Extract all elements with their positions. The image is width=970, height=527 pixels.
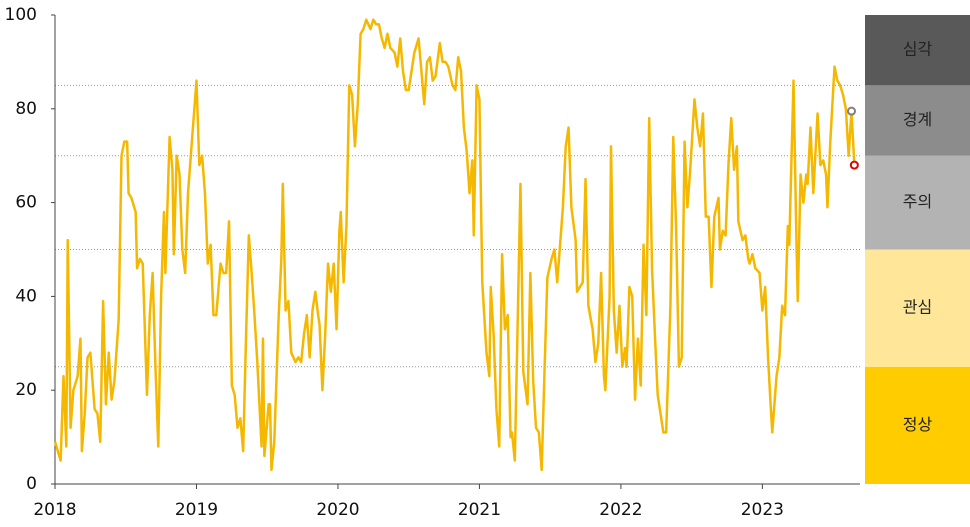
x-tick-label: 2019: [175, 500, 218, 520]
x-tick-label: 2018: [33, 500, 76, 520]
y-tick-label: 100: [5, 5, 37, 25]
zone-label: 관심: [903, 298, 932, 317]
zone-band: [865, 366, 970, 484]
y-tick-label: 80: [15, 99, 37, 119]
data-line: [53, 18, 856, 472]
zone-label: 경계: [903, 110, 932, 129]
y-tick-label: 20: [15, 380, 37, 400]
y-tick-label: 40: [15, 286, 37, 306]
end-marker: [849, 160, 859, 170]
x-tick-label: 2021: [458, 500, 501, 520]
zone-label: 주의: [903, 192, 932, 211]
y-tick-label: 60: [15, 193, 37, 213]
x-tick-label: 2020: [316, 500, 359, 520]
end-marker: [847, 106, 857, 116]
zone-band: [865, 15, 970, 86]
zone-band: [865, 85, 970, 156]
zone-label: 심각: [903, 40, 933, 59]
y-tick-label: 0: [26, 474, 37, 494]
x-tick-label: 2022: [599, 500, 642, 520]
zone-band: [865, 249, 970, 367]
zone-label: 정상: [903, 415, 933, 434]
zone-band: [865, 155, 970, 250]
x-tick-label: 2023: [741, 500, 784, 520]
